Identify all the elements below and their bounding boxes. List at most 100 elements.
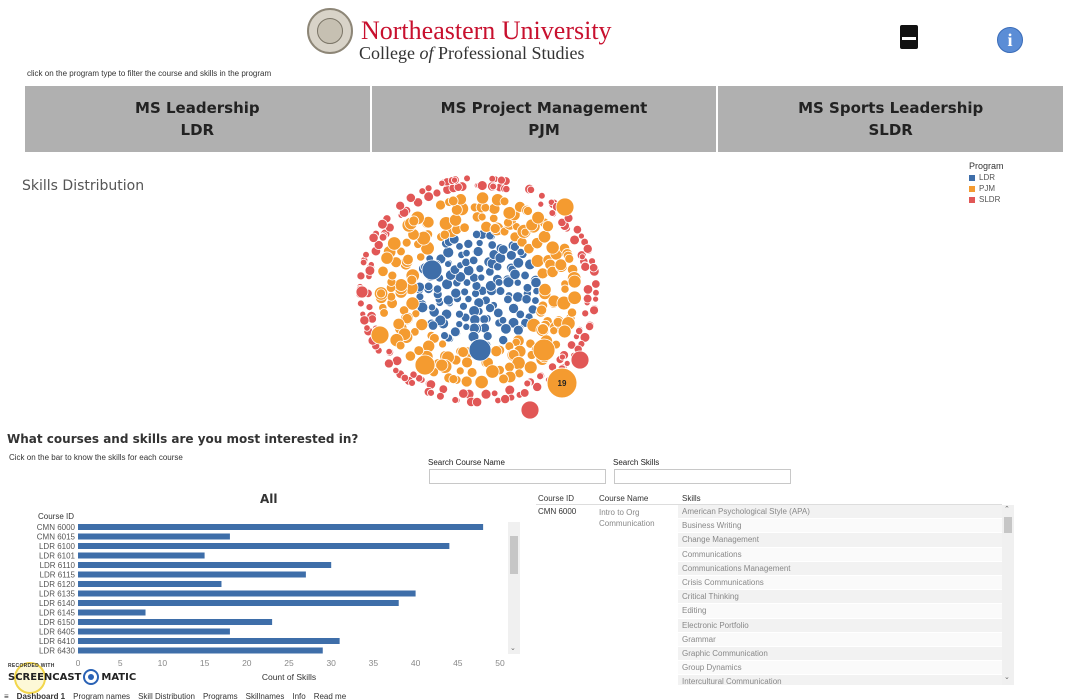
skill-bubble[interactable] bbox=[520, 270, 530, 281]
skill-bubble[interactable] bbox=[400, 373, 409, 383]
skill-bubble[interactable] bbox=[557, 324, 572, 339]
skill-bubble[interactable] bbox=[461, 356, 473, 369]
skill-bubble[interactable] bbox=[502, 184, 511, 194]
bar[interactable] bbox=[78, 552, 205, 559]
skill-bubble[interactable] bbox=[499, 196, 510, 207]
skill-bubble[interactable] bbox=[592, 289, 600, 297]
skill-bubble[interactable] bbox=[557, 217, 567, 228]
skill-bubble[interactable] bbox=[488, 174, 497, 183]
skill-bubble[interactable] bbox=[564, 253, 575, 264]
bar[interactable] bbox=[78, 562, 332, 568]
skill-bubble[interactable] bbox=[588, 263, 599, 273]
skill-bubble[interactable] bbox=[401, 313, 413, 325]
skill-bubble[interactable] bbox=[413, 345, 425, 356]
skill-bubble[interactable] bbox=[502, 206, 517, 220]
skill-bubble[interactable] bbox=[515, 309, 525, 320]
info-icon[interactable]: i bbox=[997, 27, 1023, 53]
skill-bubble[interactable] bbox=[493, 307, 504, 319]
skill-bubble[interactable] bbox=[526, 185, 536, 194]
skill-bubble[interactable] bbox=[582, 243, 593, 254]
skill-bubble[interactable] bbox=[472, 246, 484, 257]
skill-bubble[interactable] bbox=[427, 320, 439, 331]
skill-bubble[interactable] bbox=[512, 324, 524, 336]
bar[interactable] bbox=[78, 571, 306, 578]
skill-bubble[interactable] bbox=[432, 188, 442, 198]
skill-bubble[interactable] bbox=[380, 251, 394, 265]
skill-bubble[interactable] bbox=[463, 174, 471, 183]
skill-bubble[interactable] bbox=[567, 290, 582, 305]
skill-bubble[interactable] bbox=[439, 229, 450, 240]
skill-bubble[interactable] bbox=[548, 209, 557, 217]
skill-bubble[interactable] bbox=[413, 197, 424, 208]
skill-bubble[interactable] bbox=[592, 295, 600, 303]
skill-bubble[interactable] bbox=[459, 301, 468, 311]
skill-bubble[interactable] bbox=[396, 246, 406, 257]
bar[interactable] bbox=[78, 638, 340, 644]
skill-bubble[interactable] bbox=[387, 270, 398, 281]
skill-bubble[interactable] bbox=[460, 287, 470, 297]
skill-bubble[interactable] bbox=[520, 227, 530, 237]
skill-bubble[interactable] bbox=[427, 388, 435, 397]
skill-bubble[interactable] bbox=[521, 294, 532, 305]
skill-bubble[interactable] bbox=[580, 261, 591, 272]
skill-bubble[interactable] bbox=[578, 253, 586, 261]
skill-bubble[interactable] bbox=[487, 240, 497, 250]
skill-bubble[interactable] bbox=[498, 335, 509, 346]
skill-bubble[interactable] bbox=[440, 331, 449, 340]
skill-bubble[interactable] bbox=[395, 340, 406, 351]
skill-bubble[interactable] bbox=[475, 239, 484, 247]
skill-bubble[interactable] bbox=[367, 314, 377, 324]
skill-bubble[interactable] bbox=[477, 273, 486, 282]
skills-scroll-thumb[interactable] bbox=[1004, 517, 1012, 533]
skill-bubble[interactable] bbox=[566, 340, 577, 350]
skill-bubble[interactable] bbox=[569, 234, 580, 246]
bar[interactable] bbox=[78, 581, 222, 587]
skill-bubble[interactable] bbox=[356, 299, 365, 308]
highlighted-skill-bubble[interactable] bbox=[546, 367, 578, 399]
bar[interactable] bbox=[78, 590, 416, 597]
bar[interactable] bbox=[78, 543, 450, 549]
skill-bubble[interactable] bbox=[489, 223, 501, 234]
bar[interactable] bbox=[78, 533, 230, 540]
skill-bubble[interactable] bbox=[591, 279, 601, 289]
skill-bubble[interactable] bbox=[455, 242, 464, 251]
skill-bubble[interactable] bbox=[504, 384, 516, 396]
skill-bubble[interactable] bbox=[577, 232, 585, 240]
skill-bubble[interactable] bbox=[572, 224, 583, 235]
scroll-up-icon[interactable]: ⌃ bbox=[1004, 506, 1010, 513]
skill-bubble[interactable] bbox=[554, 258, 568, 272]
skill-bubble[interactable] bbox=[472, 229, 482, 240]
skill-bubble[interactable] bbox=[450, 287, 462, 299]
skill-bubble[interactable] bbox=[383, 358, 394, 369]
skill-bubble[interactable] bbox=[387, 236, 402, 251]
skill-bubble[interactable] bbox=[424, 184, 433, 193]
skill-bubble[interactable] bbox=[432, 284, 443, 294]
skill-bubble[interactable] bbox=[485, 364, 500, 379]
skill-bubble[interactable] bbox=[498, 316, 508, 325]
skill-bubble[interactable] bbox=[471, 281, 482, 291]
skill-bubble[interactable] bbox=[460, 375, 473, 388]
skill-bubble[interactable] bbox=[570, 350, 590, 370]
chart-scrollbar[interactable]: ⌄ bbox=[508, 522, 520, 654]
skill-bubble[interactable] bbox=[459, 222, 470, 233]
skill-bubble[interactable] bbox=[444, 260, 452, 268]
skill-bubble[interactable] bbox=[450, 326, 461, 338]
bar[interactable] bbox=[78, 628, 230, 635]
skill-bubble[interactable] bbox=[476, 191, 490, 205]
skill-bubble[interactable] bbox=[589, 305, 599, 316]
skills-bubble-chart[interactable]: 19 bbox=[340, 165, 620, 425]
skill-bubble[interactable] bbox=[566, 307, 578, 318]
legend-item-sldr[interactable]: SLDR bbox=[969, 194, 1004, 205]
skill-bubble[interactable] bbox=[474, 374, 489, 390]
search-course-input[interactable] bbox=[429, 469, 606, 484]
skill-bubble[interactable] bbox=[475, 264, 485, 274]
skill-bubble[interactable] bbox=[362, 250, 370, 259]
skill-bubble[interactable] bbox=[560, 284, 570, 294]
skill-bubble[interactable] bbox=[427, 303, 437, 312]
skill-bubble[interactable] bbox=[378, 233, 388, 242]
skill-bubble[interactable] bbox=[409, 370, 418, 379]
program-button-sldr[interactable]: MS Sports Leadership SLDR bbox=[798, 99, 984, 139]
skill-bubble[interactable] bbox=[584, 321, 595, 332]
skill-bubble[interactable] bbox=[582, 293, 593, 304]
skill-bubble[interactable] bbox=[462, 278, 472, 287]
